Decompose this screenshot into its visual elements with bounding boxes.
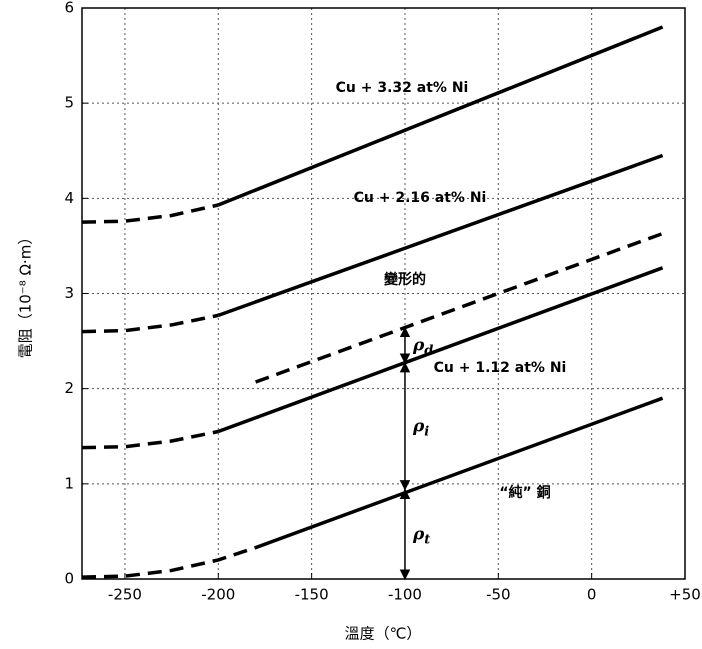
annotation-subscript: d	[424, 343, 433, 358]
series-label: Cu + 3.32 at% Ni	[336, 80, 469, 96]
annotation-label: ρd	[412, 335, 433, 358]
y-tick-label: 2	[64, 379, 74, 397]
dashed-line	[81, 313, 219, 334]
dashed-line	[81, 545, 257, 579]
dashed-line	[255, 231, 664, 384]
x-tick-label: -50	[486, 586, 511, 604]
y-tick-label: 0	[64, 570, 74, 588]
annotation-symbol: ρ	[412, 524, 425, 544]
plot-frame	[81, 7, 686, 580]
y-tick-label: 4	[64, 189, 74, 207]
x-tick-label: +50	[669, 586, 701, 604]
annotation-subscript: i	[424, 424, 429, 439]
solid-line	[217, 266, 664, 434]
solid-line	[217, 153, 664, 318]
series-label: Cu + 1.12 at% Ni	[434, 360, 567, 376]
dashed-line	[81, 429, 219, 450]
y-tick-label: 1	[64, 474, 74, 492]
x-tick-label: -250	[108, 586, 142, 604]
x-axis-label: 溫度（℃）	[345, 625, 422, 643]
y-tick-label: 5	[64, 94, 74, 112]
x-tick-label: 0	[587, 586, 597, 604]
x-tick-label: -200	[201, 586, 235, 604]
x-tick-label: -150	[295, 586, 329, 604]
annotation-symbol: ρ	[412, 335, 425, 355]
annotation-subscript: t	[424, 532, 430, 547]
annotation-label: ρi	[412, 416, 429, 439]
y-tick-label: 3	[64, 284, 74, 302]
dashed-line	[81, 203, 219, 224]
series-label: Cu + 2.16 at% Ni	[354, 190, 487, 206]
annotation-label: ρt	[412, 524, 430, 547]
y-axis-label: 電阻（10⁻⁸ Ω·m）	[17, 230, 35, 359]
solid-line	[217, 25, 664, 207]
y-tick-label: 6	[64, 0, 74, 17]
solid-line	[255, 396, 664, 550]
series-label: 變形的	[384, 271, 426, 288]
x-tick-label: -100	[388, 586, 422, 604]
series-label: “純” 銅	[499, 484, 550, 501]
annotation-symbol: ρ	[412, 416, 425, 436]
